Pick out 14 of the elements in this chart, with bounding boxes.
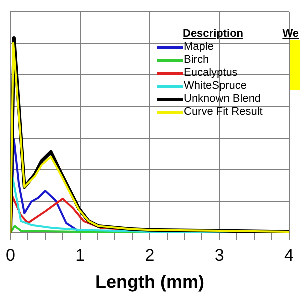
x-tick-label: 1 (76, 246, 86, 265)
x-tick-label: 0 (6, 246, 16, 265)
x-tick-label: 3 (214, 246, 224, 265)
x-tick-label: 2 (145, 246, 155, 265)
legend-label: WhiteSpruce (184, 80, 247, 93)
legend-label: Unknown Blend (184, 93, 262, 106)
legend-label: Birch (184, 54, 210, 67)
annotation: We (282, 28, 299, 41)
legend-label: Curve Fit Result (184, 106, 263, 119)
x-axis-title: Length (mm) (96, 272, 204, 292)
x-tick-label: 4 (284, 246, 294, 265)
legend-title: Description (182, 28, 245, 41)
legend-label: Eucalyptus (184, 67, 238, 80)
legend-label: Maple (184, 41, 214, 54)
